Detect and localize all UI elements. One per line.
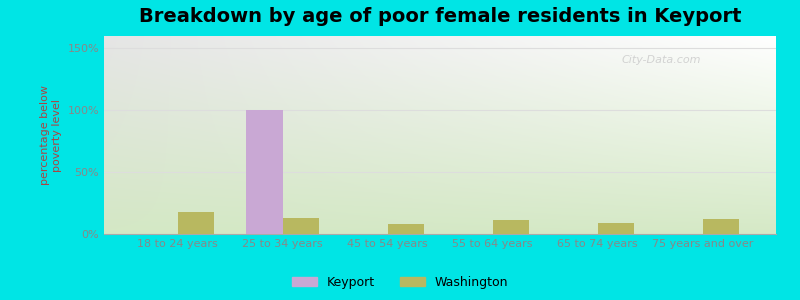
Bar [387,224,424,234]
Title: Breakdown by age of poor female residents in Keyport: Breakdown by age of poor female resident… [138,7,742,26]
Text: City-Data.com: City-Data.com [622,55,701,65]
Bar [598,223,634,234]
Legend: Keyport, Washington: Keyport, Washington [286,271,514,294]
Bar [282,218,319,234]
Bar [246,110,282,234]
Bar [178,212,214,234]
Y-axis label: percentage below
poverty level: percentage below poverty level [40,85,62,185]
Bar [493,220,530,234]
Bar [702,219,739,234]
